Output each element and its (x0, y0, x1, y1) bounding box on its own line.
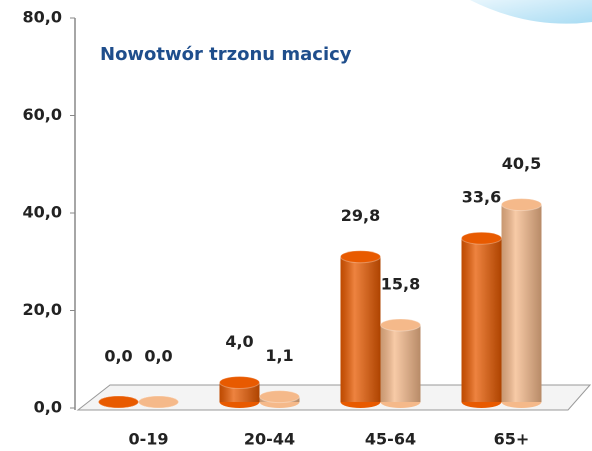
chart-title: Nowotwór trzonu macicy (100, 44, 352, 65)
bar-shade (461, 238, 502, 402)
value-label: 1,1 (265, 346, 293, 365)
y-tick-label: 60,0 (23, 105, 62, 124)
x-tick-label: 0-19 (128, 430, 168, 449)
bar (98, 395, 139, 409)
bar-shade (340, 256, 381, 402)
value-label: 0,0 (104, 347, 132, 366)
bar (461, 231, 502, 408)
bar (501, 198, 542, 408)
y-tick-label: 20,0 (23, 300, 62, 319)
bar-shade (501, 204, 542, 402)
bar (219, 376, 260, 408)
value-label: 15,8 (381, 274, 420, 293)
x-tick-label: 20-44 (244, 430, 295, 449)
value-label: 33,6 (462, 188, 501, 207)
y-tick-label: 0,0 (34, 398, 62, 417)
x-tick-label: 45-64 (365, 430, 416, 449)
bar-top (259, 390, 300, 404)
value-label: 29,8 (341, 206, 380, 225)
y-tick-label: 80,0 (23, 8, 62, 27)
bar-top (219, 376, 260, 389)
bar (380, 318, 421, 408)
bar (259, 390, 300, 408)
value-label: 0,0 (144, 347, 172, 366)
bar (340, 250, 381, 408)
decoration (470, 0, 592, 24)
bar-top (380, 318, 421, 332)
value-label: 40,5 (502, 154, 541, 173)
bar-top (501, 198, 542, 212)
x-tick-label: 65+ (494, 430, 530, 449)
bar-top (98, 395, 139, 409)
y-tick-label: 40,0 (23, 203, 62, 222)
bar-shade (380, 324, 421, 402)
bar (138, 395, 179, 409)
bar-top (340, 250, 381, 264)
value-label: 4,0 (225, 332, 253, 351)
bar-top (461, 231, 502, 245)
bar-top (138, 395, 179, 409)
